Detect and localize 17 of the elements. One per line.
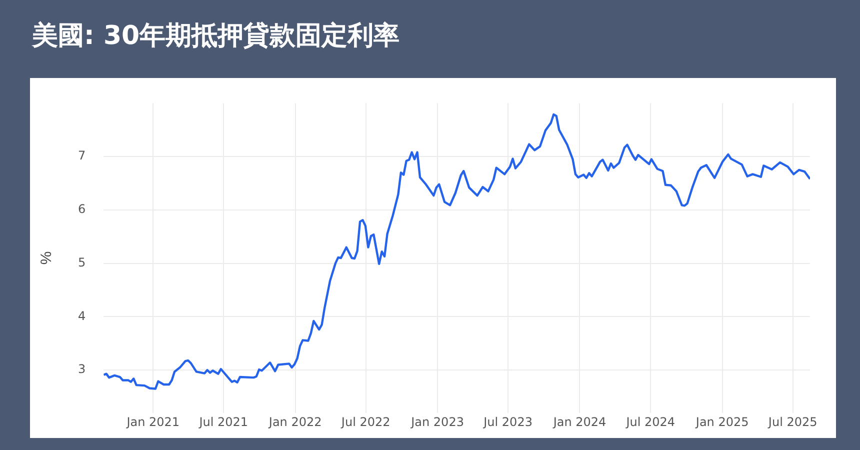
x-tick-label: Jul 2025	[767, 415, 818, 430]
y-tick-label: 4	[78, 308, 86, 323]
y-tick-label: 3	[78, 362, 86, 376]
x-tick-label: Jul 2024	[625, 415, 676, 430]
x-tick-label: Jul 2021	[198, 415, 248, 430]
y-tick-label: 5	[78, 255, 86, 270]
x-tick-label: Jul 2023	[482, 415, 532, 430]
x-tick-label: Jul 2022	[340, 415, 390, 430]
x-tick-label: Jan 2025	[694, 415, 749, 430]
y-tick-label: 7	[78, 148, 86, 163]
x-tick-label: Jan 2022	[268, 415, 322, 430]
x-tick-label: Jan 2021	[126, 415, 180, 430]
x-tick-label: Jan 2023	[410, 415, 464, 430]
y-tick-label: 6	[78, 202, 86, 216]
y-axis-title: %	[38, 251, 56, 265]
chart-title: 美國: 30年期抵押貸款固定利率	[32, 20, 400, 53]
x-tick-label: Jan 2024	[552, 415, 606, 430]
